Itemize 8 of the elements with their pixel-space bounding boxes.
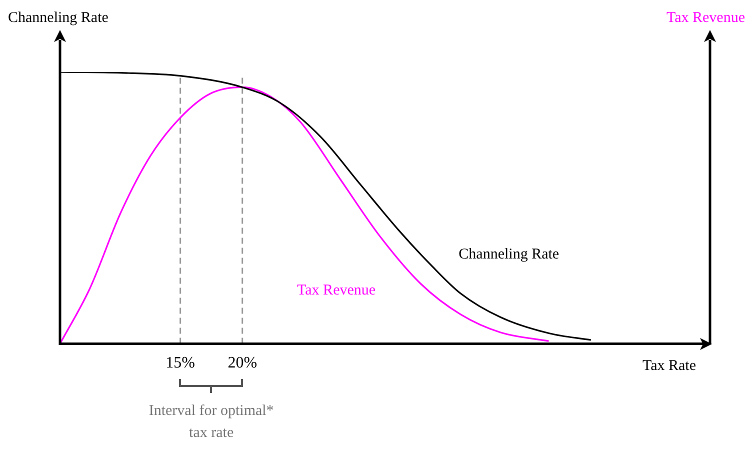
y-axis-title: Channeling Rate [8, 10, 109, 26]
text: Tax Revenue [297, 282, 376, 298]
y2-axis-title: Tax Revenue [666, 10, 746, 26]
series-label: Channeling Rate [458, 246, 560, 263]
x-axis-title: Tax Rate [642, 358, 696, 374]
text: Interval for optimal* tax rate [148, 402, 274, 441]
x-tick-label: 15% [166, 354, 195, 372]
x-tick-label: 20% [228, 354, 258, 372]
